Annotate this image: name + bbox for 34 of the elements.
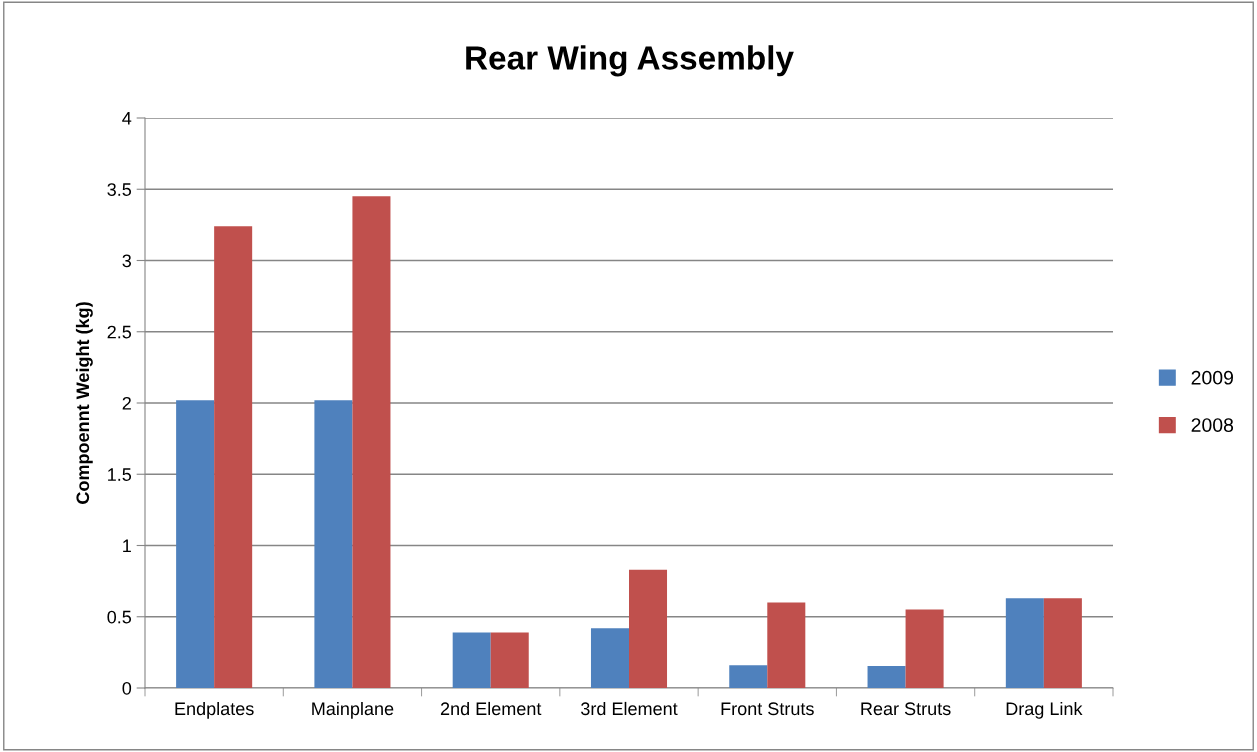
bar — [767, 602, 806, 688]
legend-label: 2009 — [1191, 370, 1233, 385]
y-axis-title: Compoennt Weight (kg) — [75, 302, 93, 504]
bar — [1005, 598, 1044, 688]
bar — [905, 609, 944, 688]
bar — [729, 665, 768, 688]
bar — [352, 196, 391, 688]
x-tick-label: Rear Struts — [861, 702, 951, 716]
bar — [176, 400, 215, 688]
y-tick-label: 3.5 — [107, 183, 132, 196]
bar — [314, 400, 353, 688]
x-tick-label: 3rd Element — [581, 701, 678, 716]
y-tick-label: 4 — [122, 112, 132, 125]
x-tick-label: Mainplane — [312, 701, 394, 719]
y-tick-label: 0.5 — [107, 610, 132, 624]
bar — [214, 226, 253, 688]
bar — [1043, 598, 1082, 688]
y-tick-label: 1 — [123, 539, 131, 553]
y-tick-label: 0 — [122, 681, 132, 695]
bar — [590, 628, 629, 688]
x-tick-label: Endplates — [175, 701, 254, 719]
bar — [867, 665, 906, 688]
bar — [490, 632, 529, 688]
x-tick-label: 2nd Element — [440, 701, 542, 716]
x-tick-label: Drag Link — [1006, 701, 1083, 719]
legend-label: 2008 — [1191, 418, 1234, 432]
y-tick-label: 3 — [122, 254, 132, 268]
x-tick-label: Front Struts — [721, 702, 814, 716]
bar — [452, 632, 491, 688]
chart-title: Rear Wing Assembly — [466, 45, 794, 77]
y-tick-label: 2.5 — [107, 325, 132, 339]
bar — [629, 569, 668, 688]
y-tick-label: 2 — [122, 396, 131, 410]
y-tick-label: 1.5 — [108, 468, 132, 481]
